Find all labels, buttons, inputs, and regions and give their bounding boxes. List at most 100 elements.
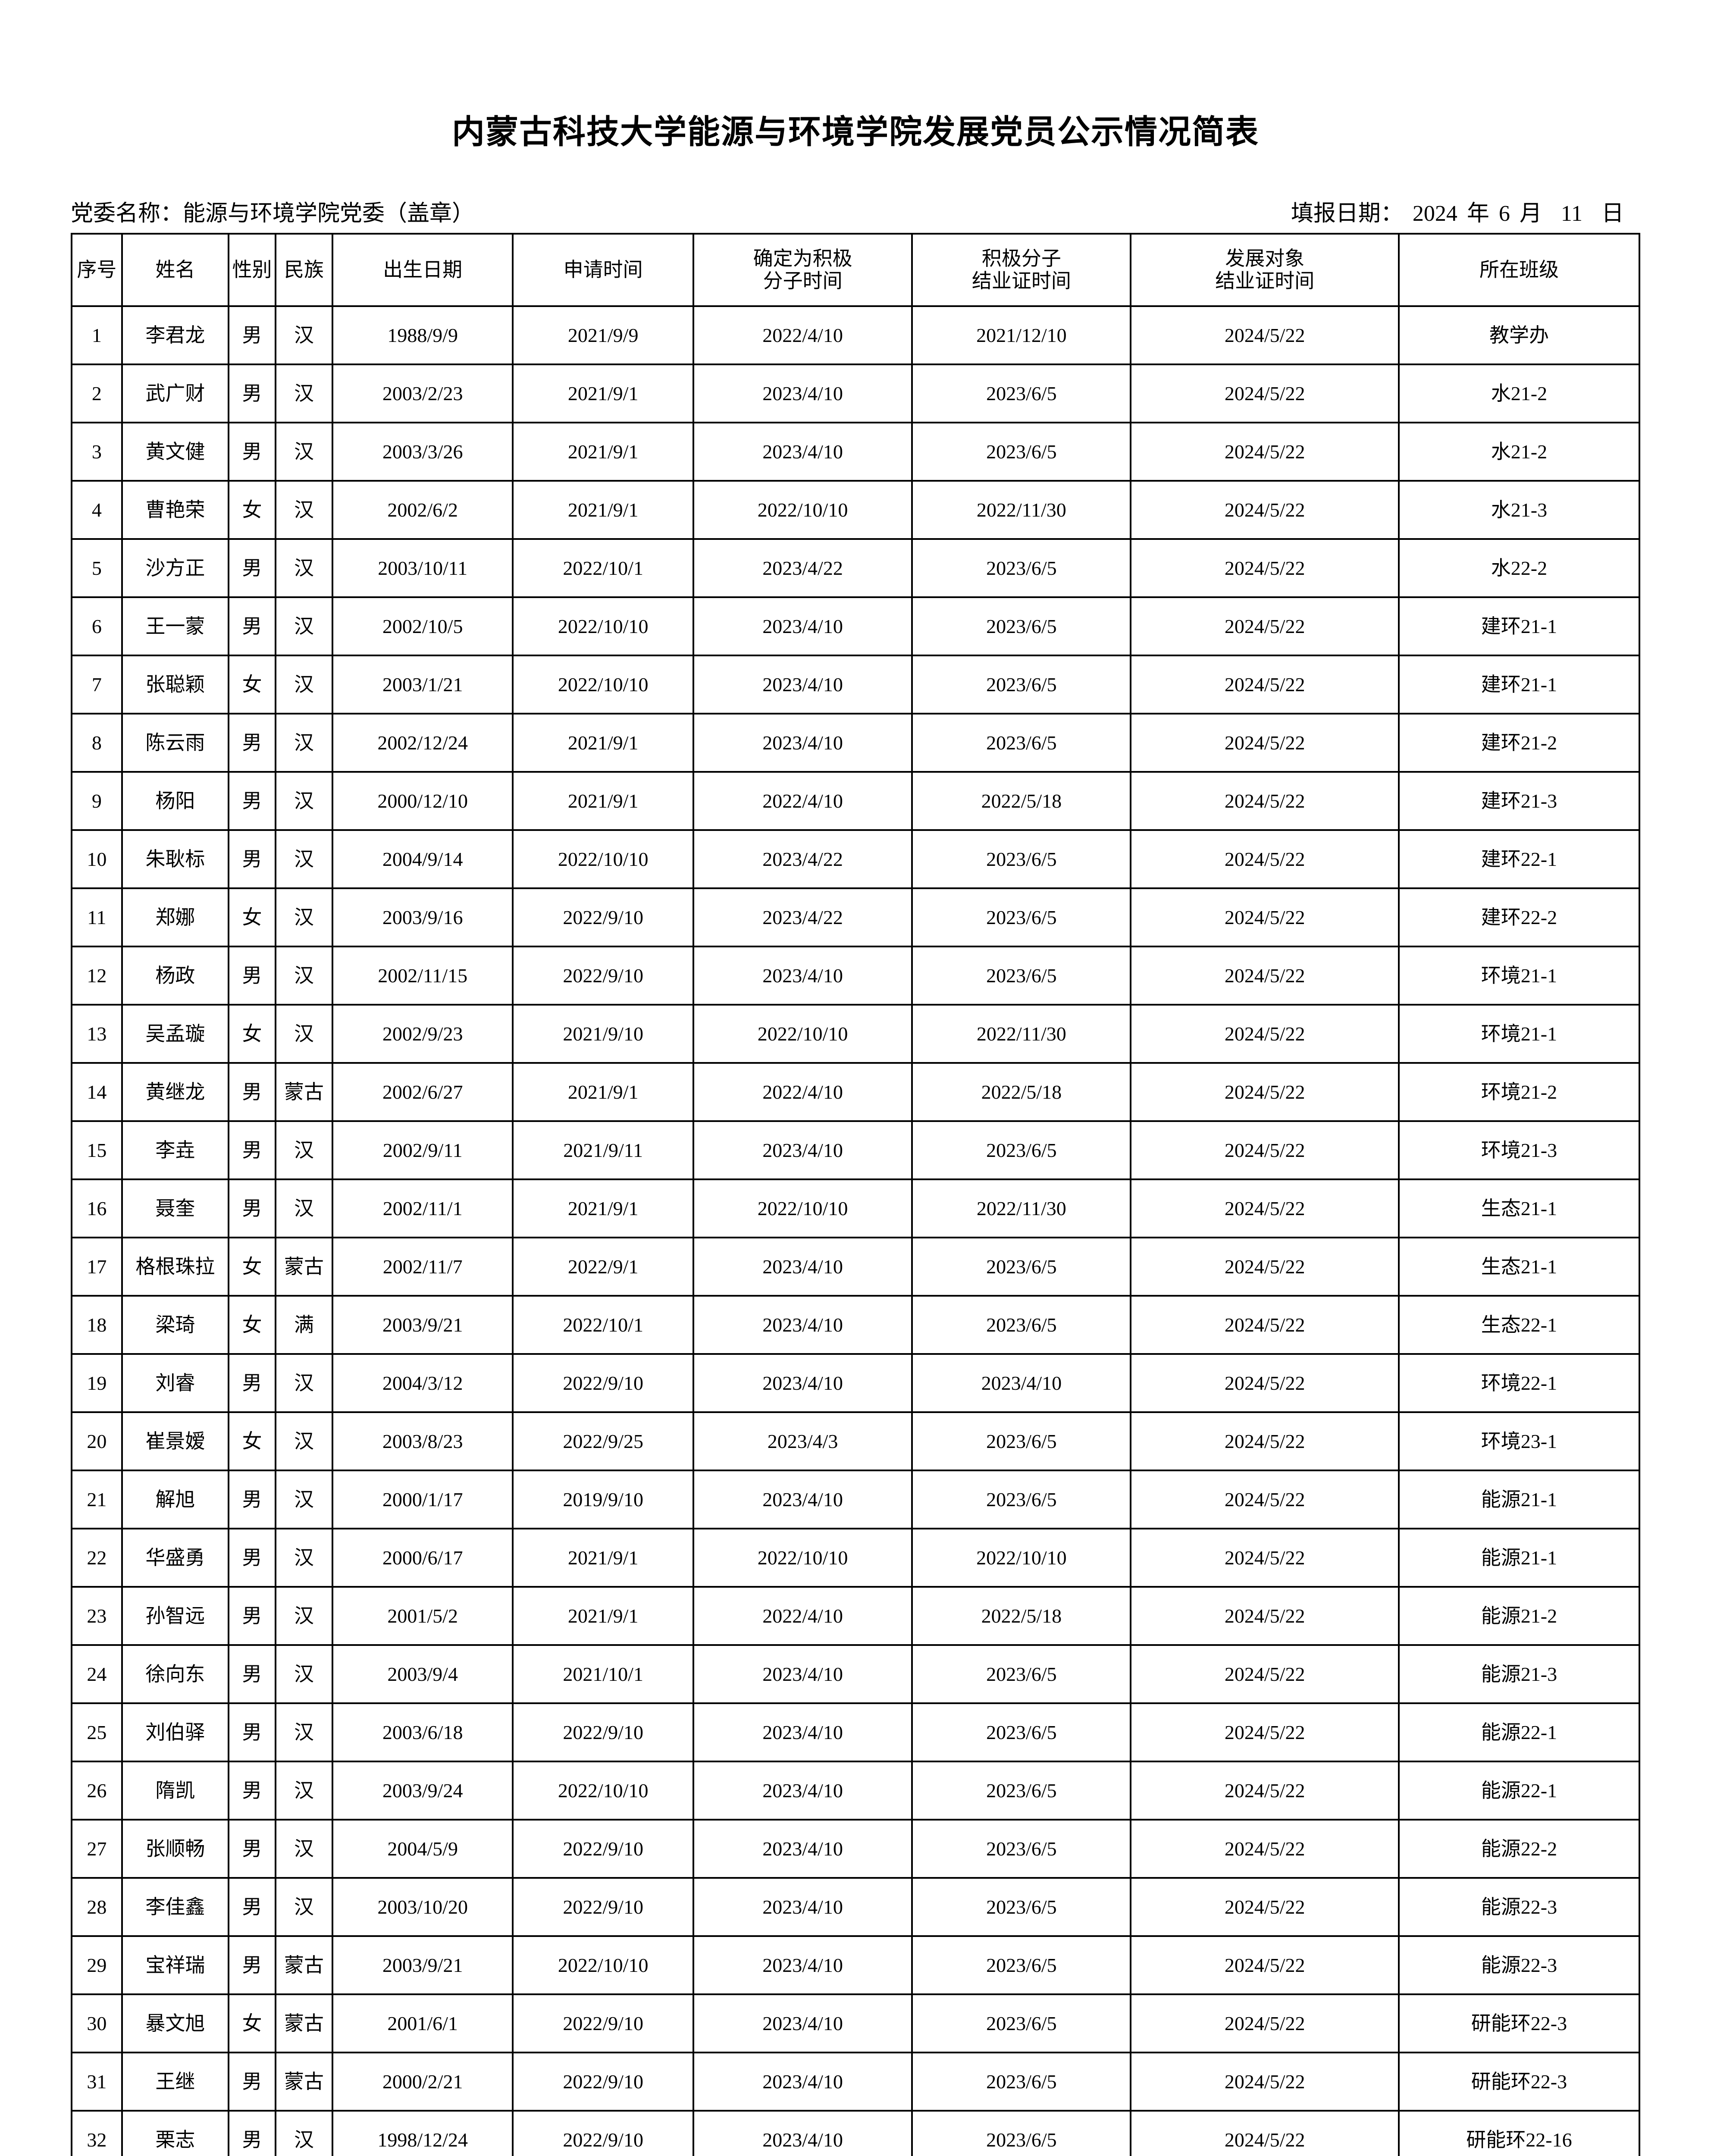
cell-ethnicity: 蒙古 bbox=[275, 1062, 333, 1122]
cell-activist-date: 2022/4/10 bbox=[692, 1586, 913, 1646]
cell-name: 陈云雨 bbox=[121, 712, 229, 773]
cell-ethnicity: 汉 bbox=[275, 945, 333, 1006]
cell-activist-cert-date: 2023/6/5 bbox=[911, 596, 1132, 656]
cell-class: 水21-3 bbox=[1398, 479, 1641, 540]
cell-name: 格根珠拉 bbox=[121, 1236, 229, 1297]
cell-class: 建环21-3 bbox=[1398, 771, 1641, 831]
cell-class: 水21-2 bbox=[1398, 421, 1641, 482]
table-row: 23 孙智远男汉 2001/5/2 2021/9/1 2022/4/10 2022/5/1… bbox=[71, 1586, 1641, 1646]
cell-development-cert-date: 2024/5/22 bbox=[1130, 2051, 1400, 2112]
cell-ethnicity: 汉 bbox=[275, 771, 333, 831]
cell-index: 10 bbox=[71, 829, 123, 889]
table-row: 2 武广财男汉 2003/2/23 2021/9/1 2023/4/10 2023/6/5… bbox=[71, 363, 1641, 423]
cell-index: 1 bbox=[71, 305, 123, 365]
cell-index: 24 bbox=[71, 1644, 123, 1704]
cell-ethnicity: 蒙古 bbox=[275, 2051, 333, 2112]
cell-class: 研能环22-3 bbox=[1398, 1993, 1641, 2053]
cell-activist-date: 2023/4/10 bbox=[692, 654, 913, 714]
cell-name: 沙方正 bbox=[121, 538, 229, 598]
cell-gender: 男 bbox=[227, 1935, 277, 1995]
cell-class: 环境21-1 bbox=[1398, 1003, 1641, 1064]
cell-gender: 男 bbox=[227, 363, 277, 423]
cell-ethnicity: 汉 bbox=[275, 305, 333, 365]
cell-index: 26 bbox=[71, 1760, 123, 1821]
cell-birth-date: 2004/3/12 bbox=[331, 1353, 514, 1413]
cell-birth-date: 2000/1/17 bbox=[331, 1469, 514, 1529]
table-row: 32 栗志男汉 1998/12/24 2022/9/10 2023/4/10 2023/6… bbox=[71, 2109, 1641, 2156]
column-header-activist-cert-date: 积极分子 结业证时间 bbox=[911, 232, 1132, 307]
cell-index: 13 bbox=[71, 1003, 123, 1064]
cell-birth-date: 2003/9/21 bbox=[331, 1294, 514, 1355]
cell-class: 能源21-1 bbox=[1398, 1469, 1641, 1529]
cell-ethnicity: 汉 bbox=[275, 1353, 333, 1413]
cell-gender: 男 bbox=[227, 945, 277, 1006]
cell-development-cert-date: 2024/5/22 bbox=[1130, 1353, 1400, 1413]
cell-class: 研能环22-3 bbox=[1398, 2051, 1641, 2112]
cell-activist-cert-date: 2023/6/5 bbox=[911, 2051, 1132, 2112]
cell-ethnicity: 汉 bbox=[275, 479, 333, 540]
cell-apply-date: 2021/9/1 bbox=[512, 1586, 694, 1646]
cell-class: 能源22-2 bbox=[1398, 1818, 1641, 1879]
table-row: 16 聂奎男汉 2002/11/1 2021/9/1 2022/10/10 2022/11… bbox=[71, 1178, 1641, 1238]
cell-ethnicity: 汉 bbox=[275, 538, 333, 598]
table-row: 13 吴孟璇女汉 2002/9/23 2021/9/10 2022/10/10 2022/… bbox=[71, 1003, 1641, 1064]
cell-class: 能源22-1 bbox=[1398, 1702, 1641, 1762]
cell-development-cert-date: 2024/5/22 bbox=[1130, 1469, 1400, 1529]
column-header-apply-date: 申请时间 bbox=[512, 232, 694, 307]
cell-index: 9 bbox=[71, 771, 123, 831]
cell-apply-date: 2022/9/10 bbox=[512, 2109, 694, 2156]
cell-activist-date: 2023/4/10 bbox=[692, 1236, 913, 1297]
cell-development-cert-date: 2024/5/22 bbox=[1130, 538, 1400, 598]
cell-gender: 女 bbox=[227, 1003, 277, 1064]
cell-development-cert-date: 2024/5/22 bbox=[1130, 1062, 1400, 1122]
cell-index: 15 bbox=[71, 1120, 123, 1180]
cell-activist-date: 2023/4/10 bbox=[692, 712, 913, 773]
cell-gender: 男 bbox=[227, 1469, 277, 1529]
cell-gender: 女 bbox=[227, 1411, 277, 1471]
cell-birth-date: 2003/9/4 bbox=[331, 1644, 514, 1704]
cell-apply-date: 2022/10/1 bbox=[512, 538, 694, 598]
cell-ethnicity: 汉 bbox=[275, 1877, 333, 1937]
cell-apply-date: 2021/9/1 bbox=[512, 1062, 694, 1122]
cell-name: 武广财 bbox=[121, 363, 229, 423]
cell-birth-date: 2003/9/16 bbox=[331, 887, 514, 947]
cell-development-cert-date: 2024/5/22 bbox=[1130, 1527, 1400, 1588]
cell-activist-date: 2023/4/10 bbox=[692, 1993, 913, 2053]
cell-birth-date: 2002/9/23 bbox=[331, 1003, 514, 1064]
cell-apply-date: 2022/9/1 bbox=[512, 1236, 694, 1297]
cell-name: 刘睿 bbox=[121, 1353, 229, 1413]
cell-class: 环境21-1 bbox=[1398, 945, 1641, 1006]
column-header-activist-date: 确定为积极 分子时间 bbox=[692, 232, 913, 307]
cell-ethnicity: 汉 bbox=[275, 1760, 333, 1821]
column-header-birth-date: 出生日期 bbox=[331, 232, 514, 307]
cell-development-cert-date: 2024/5/22 bbox=[1130, 1586, 1400, 1646]
table-row: 17 格根珠拉女蒙古 2002/11/7 2022/9/1 2023/4/10 2023/… bbox=[71, 1236, 1641, 1297]
cell-gender: 男 bbox=[227, 1818, 277, 1879]
cell-birth-date: 1998/12/24 bbox=[331, 2109, 514, 2156]
cell-apply-date: 2022/10/10 bbox=[512, 654, 694, 714]
cell-gender: 女 bbox=[227, 1294, 277, 1355]
cell-activist-date: 2023/4/10 bbox=[692, 2051, 913, 2112]
cell-activist-cert-date: 2023/6/5 bbox=[911, 421, 1132, 482]
cell-apply-date: 2021/9/9 bbox=[512, 305, 694, 365]
cell-class: 能源22-1 bbox=[1398, 1760, 1641, 1821]
cell-activist-date: 2023/4/10 bbox=[692, 421, 913, 482]
cell-activist-date: 2023/4/10 bbox=[692, 1644, 913, 1704]
table-body: 1 李君龙男汉 1988/9/9 2021/9/9 2022/4/10 2021/12/1… bbox=[71, 305, 1641, 2156]
cell-name: 李君龙 bbox=[121, 305, 229, 365]
cell-class: 环境22-1 bbox=[1398, 1353, 1641, 1413]
cell-class: 生态21-1 bbox=[1398, 1236, 1641, 1297]
table-row: 29 宝祥瑞男蒙古 2003/9/21 2022/10/10 2023/4/10 2023… bbox=[71, 1935, 1641, 1995]
cell-apply-date: 2022/9/10 bbox=[512, 1877, 694, 1937]
cell-class: 能源21-3 bbox=[1398, 1644, 1641, 1704]
cell-index: 25 bbox=[71, 1702, 123, 1762]
cell-apply-date: 2022/9/10 bbox=[512, 887, 694, 947]
table-header: 序号 姓名 性别 民族 出生日期 申请时间 确定为积极 分子时间 积极分子 结业… bbox=[71, 232, 1641, 307]
cell-class: 能源21-1 bbox=[1398, 1527, 1641, 1588]
cell-gender: 男 bbox=[227, 2051, 277, 2112]
cell-development-cert-date: 2024/5/22 bbox=[1130, 421, 1400, 482]
cell-activist-date: 2023/4/10 bbox=[692, 1469, 913, 1529]
cell-class: 生态22-1 bbox=[1398, 1294, 1641, 1355]
cell-development-cert-date: 2024/5/22 bbox=[1130, 712, 1400, 773]
cell-apply-date: 2022/9/10 bbox=[512, 1993, 694, 2053]
